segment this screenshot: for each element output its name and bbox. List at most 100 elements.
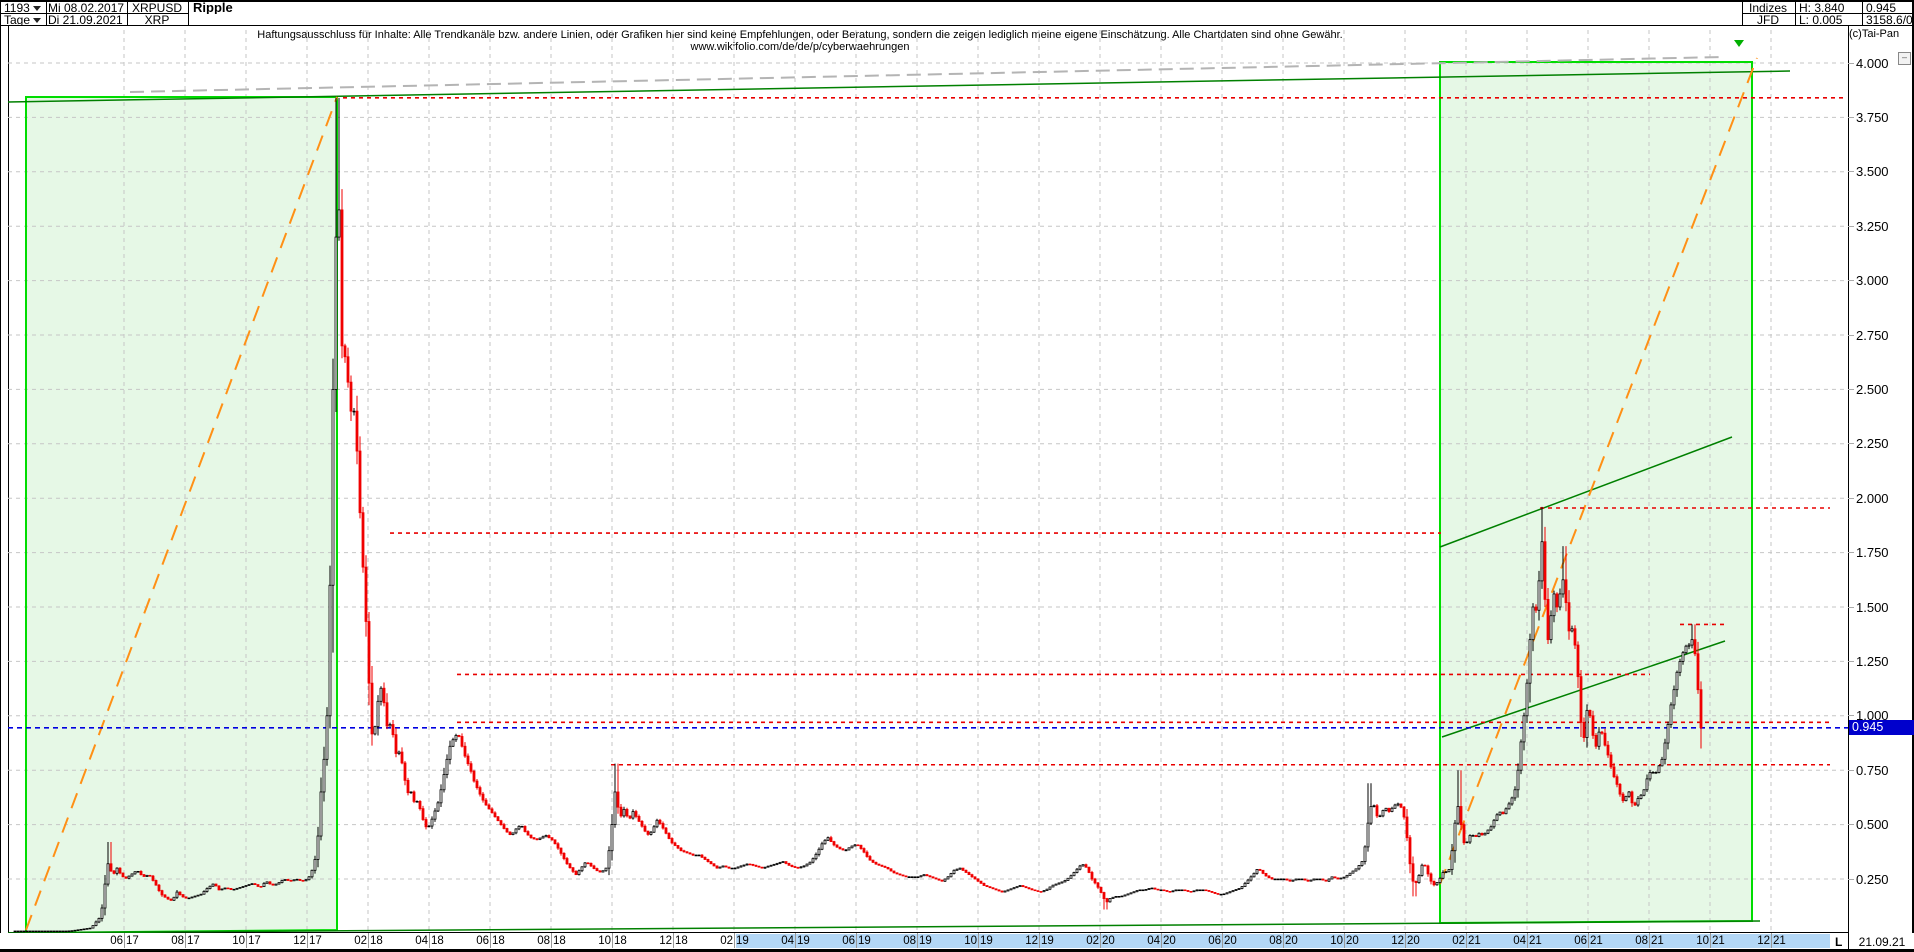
candle-body	[151, 875, 155, 881]
candle-body	[295, 878, 299, 881]
time-axis-tick	[368, 933, 369, 948]
candle-body	[841, 848, 845, 851]
candle-body	[1471, 835, 1475, 837]
candle-body	[1483, 832, 1487, 836]
candle-body	[265, 881, 269, 884]
candle-body	[1492, 819, 1496, 828]
candle-body	[310, 869, 314, 878]
candle-body	[1069, 875, 1073, 879]
candle-body	[1102, 892, 1106, 899]
candle-body	[844, 849, 848, 852]
candle-body	[1540, 541, 1544, 582]
candle-body	[706, 859, 710, 862]
candle-body	[142, 874, 146, 877]
candle-body	[1111, 896, 1115, 899]
candle-body	[157, 884, 161, 892]
time-axis[interactable]: 06 17 08 17 10 17 12 17 02 18 04 18 06 18 08 18 10 18 12 18…	[0, 933, 1914, 949]
candle-body	[1066, 877, 1070, 881]
candle-body	[1615, 776, 1619, 785]
candle-body	[991, 887, 995, 890]
candle-body	[1399, 803, 1403, 808]
candle-body	[118, 867, 122, 874]
candle-body	[73, 929, 77, 932]
candle-body	[493, 812, 497, 818]
candle-body	[373, 726, 377, 735]
candle-body	[1000, 890, 1004, 893]
candle-body	[454, 734, 458, 741]
candle-body	[460, 736, 464, 747]
candle-body	[805, 863, 809, 867]
candle-body	[1348, 872, 1352, 876]
period-dropdown[interactable]: Tage	[4, 14, 44, 26]
candle-body	[628, 815, 632, 819]
price-axis-tick	[1848, 660, 1854, 662]
current-price-tag: 0.945	[1849, 720, 1914, 736]
candle-body	[859, 844, 863, 849]
candle-body	[1696, 653, 1700, 691]
candle-body	[22, 930, 26, 933]
price-axis-tick	[1848, 280, 1854, 282]
frame-bottom	[0, 949, 1914, 952]
period-label: Tage	[4, 14, 31, 26]
candle-body	[469, 763, 473, 772]
candle-body	[1009, 888, 1013, 891]
candle-body	[1315, 878, 1319, 881]
candle-body	[571, 867, 575, 872]
date-to: Di 21.09.2021	[48, 14, 123, 26]
collapse-icon[interactable]: –	[1898, 52, 1911, 65]
candle-body	[637, 816, 641, 822]
bars-count-dropdown[interactable]: 1193	[4, 2, 44, 14]
candle-body	[814, 853, 818, 860]
candle-body	[769, 864, 773, 867]
candle-body	[361, 512, 365, 568]
candle-body	[1153, 887, 1157, 890]
candle-body	[826, 837, 830, 841]
candle-body	[1231, 890, 1235, 893]
candle-body	[1594, 734, 1598, 747]
candle-body	[853, 844, 857, 847]
candle-body	[100, 907, 104, 919]
price-axis-tick	[1848, 334, 1854, 336]
candle-body	[334, 236, 338, 390]
frame-left	[0, 0, 1, 952]
candle-body	[1387, 807, 1391, 812]
candle-body	[1384, 807, 1388, 811]
candle-body	[115, 867, 119, 874]
candle-body	[1261, 869, 1265, 874]
candle-body	[676, 845, 680, 849]
candle-body	[949, 873, 953, 878]
candle-body	[1675, 671, 1679, 691]
candle-body	[205, 888, 209, 892]
candle-body	[103, 883, 107, 909]
gray-dashed-top	[129, 56, 1723, 93]
candle-body	[541, 836, 545, 839]
candle-body	[736, 866, 740, 869]
candle-body	[1057, 882, 1061, 885]
candle-body	[145, 874, 149, 877]
candle-body	[385, 702, 389, 727]
candle-body	[1294, 878, 1298, 881]
candle-body	[583, 862, 587, 868]
orange-dashed-left	[25, 96, 338, 931]
candle-body	[1234, 889, 1238, 892]
candle-body	[889, 868, 893, 872]
candle-body	[343, 345, 347, 358]
price-axis-label: 1.750	[1856, 545, 1889, 561]
plot-bottom-border	[8, 932, 1849, 933]
candle-body	[1624, 795, 1628, 802]
price-axis-tick	[1848, 606, 1854, 608]
candle-body	[280, 880, 284, 884]
candle-body	[1585, 709, 1589, 738]
candle-body	[796, 867, 800, 869]
time-axis-tick	[978, 933, 979, 948]
candle-body	[1282, 878, 1286, 881]
candle-body	[1141, 889, 1145, 892]
disclaimer-text: Haftungsausschluss für Inhalte: Alle Tre…	[257, 29, 1343, 53]
candle-body	[1645, 778, 1649, 791]
time-axis-tick	[1527, 933, 1528, 948]
candle-body	[40, 930, 44, 933]
candle-body	[604, 867, 608, 872]
price-axis-tick	[1848, 552, 1854, 554]
candle-body	[238, 886, 242, 889]
